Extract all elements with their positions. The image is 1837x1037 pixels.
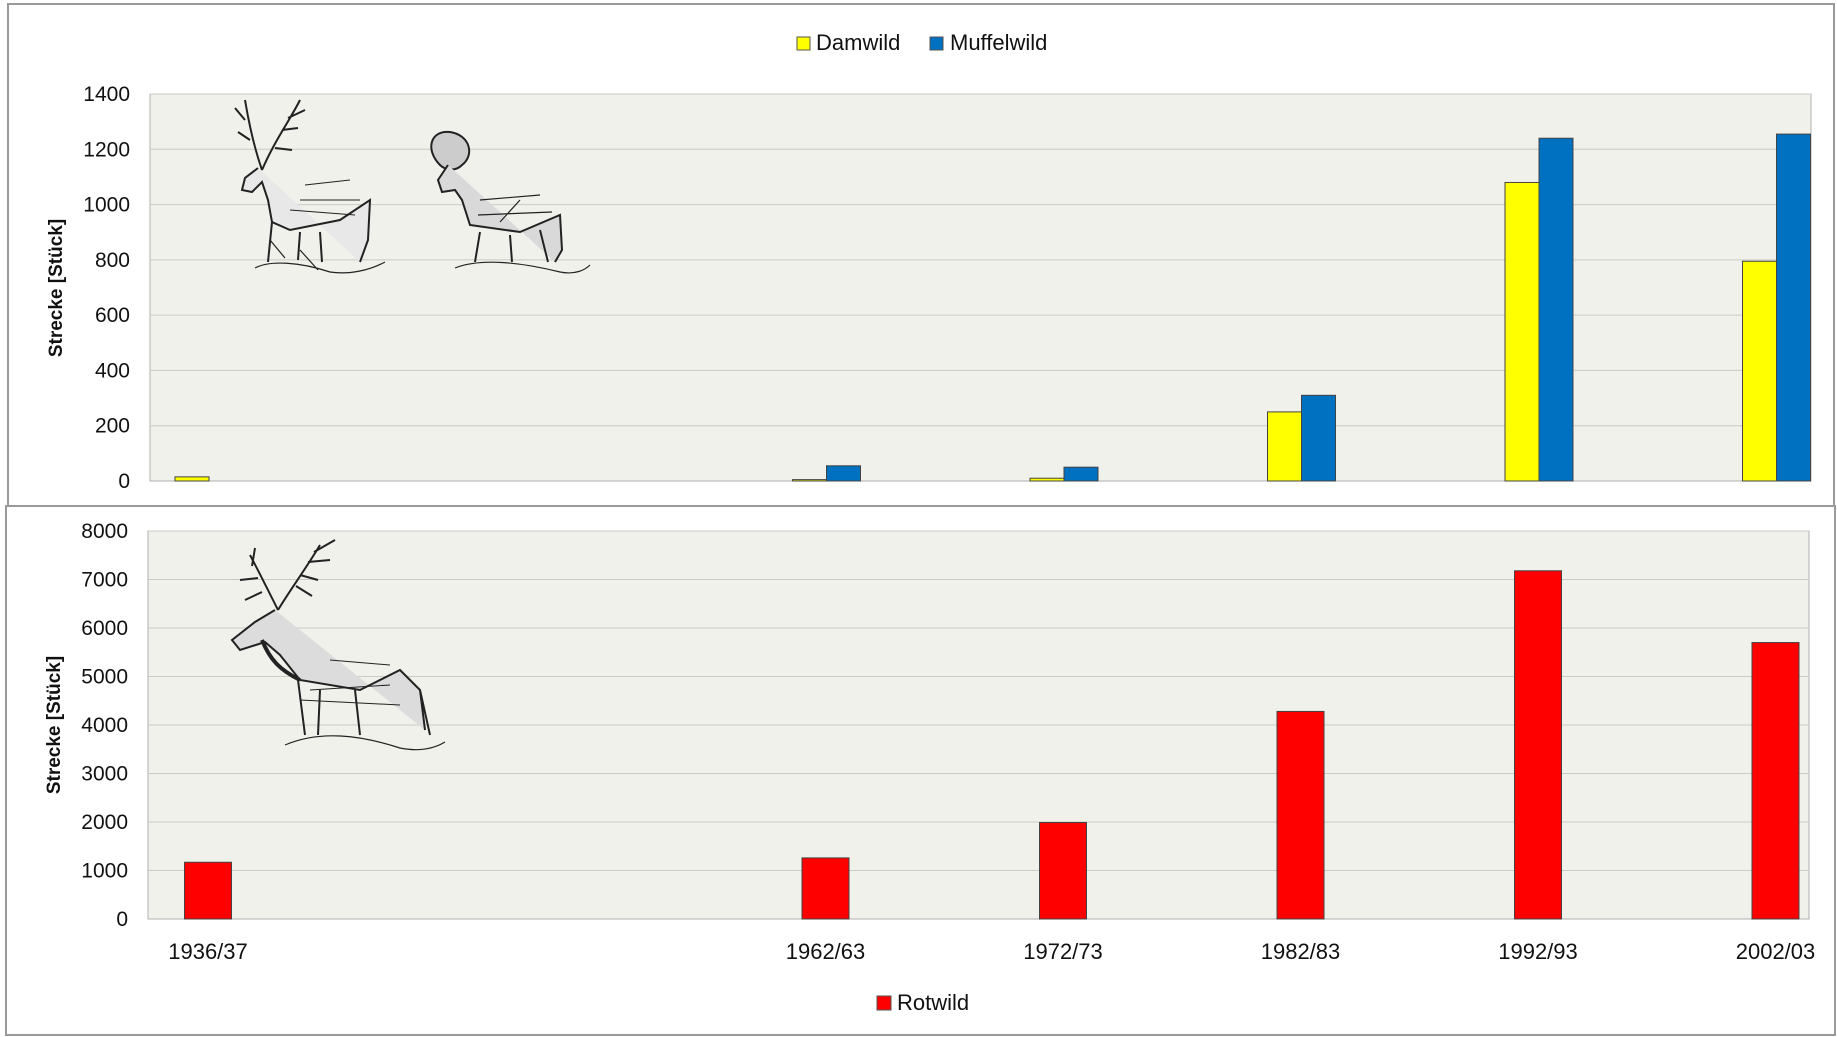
bar-rotwild-1962-63 [801,857,850,920]
legend-label-muffelwild: Muffelwild [950,30,1047,55]
y-tick-label: 0 [116,908,128,931]
x-tick-label: 1936/37 [168,939,248,964]
bar-muffelwild-1962-63 [826,465,861,482]
y-tick-label: 6000 [81,617,128,640]
bar-rotwild-1982-83 [1276,710,1325,920]
bar-damwild-1982-83 [1267,411,1302,482]
bar-damwild-1992-93 [1504,181,1540,482]
y-tick-label: 3000 [81,763,128,786]
y-tick-label: 0 [118,470,130,493]
red-deer-illustration [230,539,446,751]
y-axis-label: Strecke [Stück] [46,219,67,357]
y-tick-label: 2000 [81,811,128,834]
bar-muffelwild-1982-83 [1301,394,1336,482]
legend-label-damwild: Damwild [816,30,900,55]
bar-rotwild-1992-93 [1514,570,1562,920]
legend-swatch-muffelwild [929,36,944,51]
y-axis-ticks: 0 1000 2000 3000 4000 5000 6000 7000 8000 [81,520,128,931]
x-tick-label: 1992/93 [1498,939,1578,964]
bar-damwild-1962-63 [792,479,827,482]
x-tick-label: 1972/73 [1023,939,1103,964]
x-axis-ticks: 1936/37 1962/63 1972/73 1982/83 1992/93 2002/… [168,939,1816,964]
bar-rotwild-1972-73 [1039,821,1087,920]
y-tick-label: 1000 [81,860,128,883]
y-tick-label: 1400 [83,83,130,106]
bars [184,570,1800,920]
legend: Damwild Muffelwild [796,30,1047,55]
y-tick-label: 5000 [81,666,128,689]
y-tick-label: 4000 [81,714,128,737]
legend: Rotwild [876,990,969,1015]
bar-damwild-1972-73 [1029,477,1065,482]
y-tick-label: 1000 [83,194,130,217]
y-tick-label: 8000 [81,520,128,543]
y-axis-label: Strecke [Stück] [44,656,65,794]
y-tick-label: 800 [95,249,130,272]
bar-muffelwild-2002-03 [1776,133,1811,482]
fallow-deer-illustration [234,99,386,274]
y-tick-label: 200 [95,415,130,438]
legend-swatch-rotwild [876,995,892,1011]
bars [174,133,1811,482]
bar-rotwild-1936-37 [184,861,232,920]
chart-panel-damwild-muffelwild: 0 200 400 600 800 1000 1200 1400 Strecke [Stück… [7,3,1835,545]
y-tick-label: 600 [95,304,130,327]
legend-label-rotwild: Rotwild [897,990,969,1015]
y-tick-label: 7000 [81,569,128,592]
mouflon-illustration [430,130,591,274]
y-tick-label: 400 [95,359,130,382]
bar-damwild-2002-03 [1742,260,1777,482]
x-tick-label: 2002/03 [1736,939,1816,964]
x-tick-label: 1982/83 [1261,939,1341,964]
bar-damwild-1936-37 [174,476,210,482]
x-tick-label: 1962/63 [786,939,866,964]
y-tick-label: 1200 [83,138,130,161]
chart-panel-rotwild: 0 1000 2000 3000 4000 5000 6000 7000 8000 Streck… [5,505,1836,1036]
bar-muffelwild-1972-73 [1063,466,1099,482]
bar-muffelwild-1992-93 [1538,137,1574,482]
y-axis-ticks: 0 200 400 600 800 1000 1200 1400 [83,83,130,493]
legend-swatch-damwild [796,36,811,51]
bar-rotwild-2002-03 [1751,642,1800,920]
